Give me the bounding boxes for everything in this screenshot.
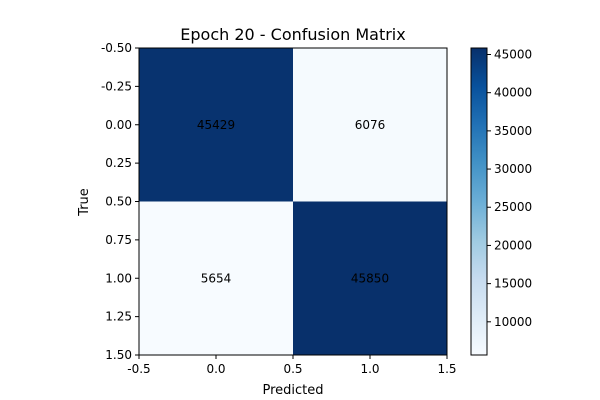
- colorbar-tick-label: 20000: [494, 238, 532, 252]
- colorbar-tick-label: 40000: [494, 86, 532, 100]
- cell-value-label: 45850: [351, 271, 389, 285]
- y-tick-label: -0.50: [101, 41, 132, 55]
- colorbar-tick-label: 35000: [494, 124, 532, 138]
- colorbar-tick-label: 25000: [494, 200, 532, 214]
- heatmap-cell: [139, 48, 293, 202]
- chart-title: Epoch 20 - Confusion Matrix: [180, 25, 405, 44]
- y-tick-label: 0.00: [105, 118, 132, 132]
- colorbar-tick-label: 10000: [494, 315, 532, 329]
- y-tick-label: 1.25: [105, 310, 132, 324]
- y-tick-label: 1.00: [105, 271, 132, 285]
- x-axis-label: Predicted: [262, 383, 323, 398]
- y-tick-label: 1.50: [105, 348, 132, 362]
- cell-value-label: 45429: [197, 118, 235, 132]
- y-tick-label: 0.50: [105, 195, 132, 209]
- colorbar-tick-label: 15000: [494, 277, 532, 291]
- y-axis-label: True: [77, 188, 92, 217]
- heatmap-cells: [139, 48, 447, 355]
- x-tick-label: 1.5: [437, 362, 456, 376]
- cell-value-label: 5654: [201, 271, 232, 285]
- heatmap-cell: [293, 48, 447, 202]
- colorbar-ticks: 10000 15000 20000 25000 30000 35000 40000 45000: [487, 47, 532, 329]
- heatmap-cell: [293, 201, 447, 355]
- colorbar-tick-label: 45000: [494, 47, 532, 61]
- colorbar-tick-label: 30000: [494, 162, 532, 176]
- cell-value-label: 6076: [355, 118, 386, 132]
- x-axis-ticks: -0.5 0.0 0.5 1.0 1.5: [127, 355, 457, 376]
- y-axis-ticks: -0.50 -0.25 0.00 0.25 0.50 0.75 1.00 1.25 1.50: [101, 41, 139, 362]
- heatmap-cell: [139, 201, 293, 355]
- x-tick-label: -0.5: [127, 362, 150, 376]
- x-tick-label: 0.0: [206, 362, 225, 376]
- y-tick-label: 0.25: [105, 156, 132, 170]
- y-tick-label: -0.25: [101, 79, 132, 93]
- y-tick-label: 0.75: [105, 233, 132, 247]
- x-tick-label: 1.0: [360, 362, 379, 376]
- heatmap-cell-labels: 45429 6076 5654 45850: [197, 118, 389, 286]
- colorbar: [470, 47, 488, 356]
- x-tick-label: 0.5: [283, 362, 302, 376]
